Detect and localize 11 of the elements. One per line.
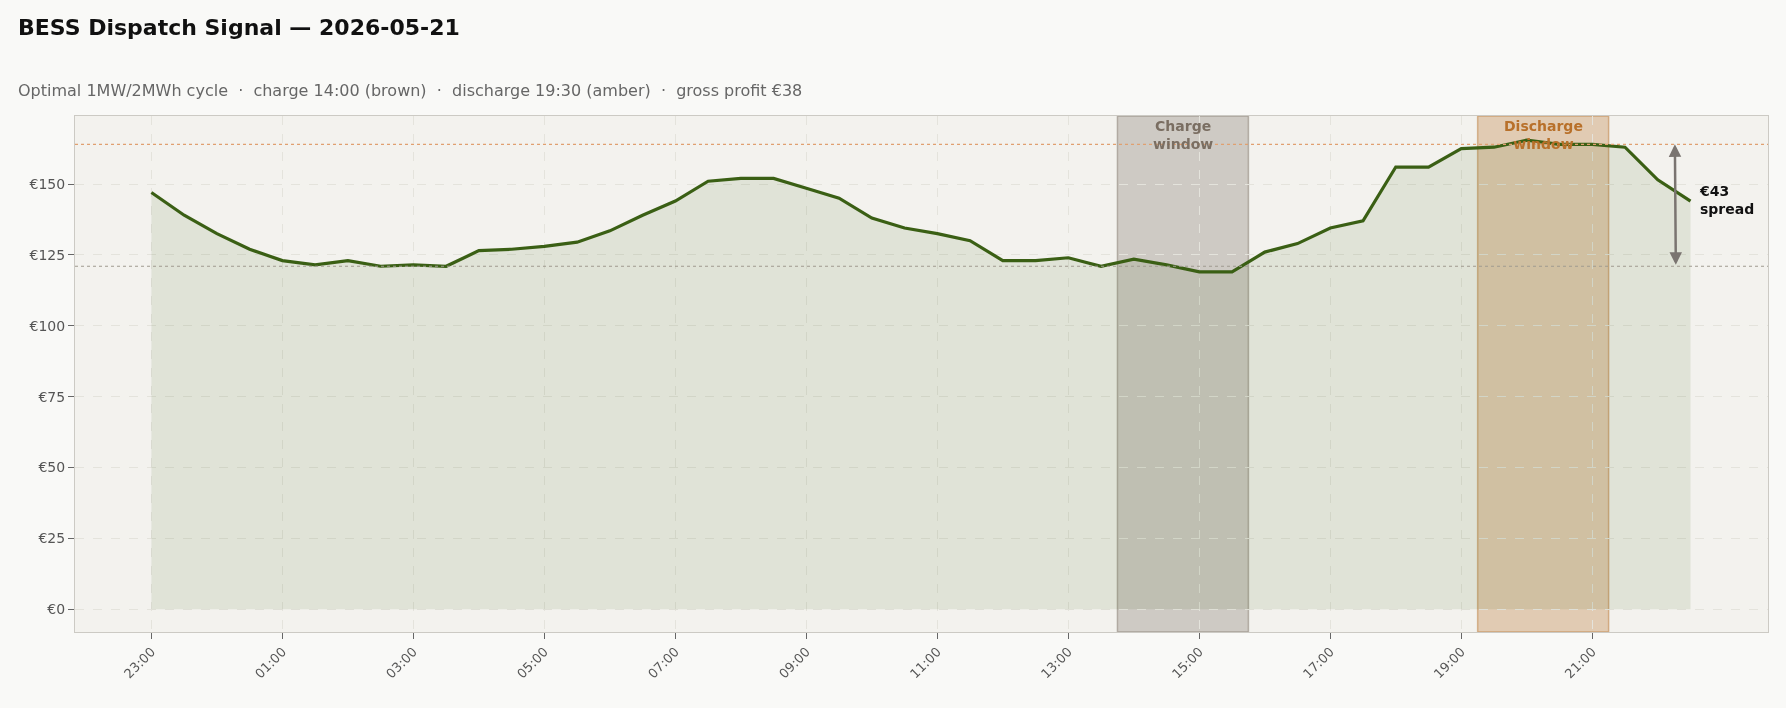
- y-tick-label: €100: [29, 317, 66, 334]
- y-tick-label: €125: [29, 246, 66, 263]
- y-tick-label: €0: [47, 601, 66, 618]
- annotation: €43 spread: [1699, 183, 1755, 218]
- chart-subtitle: Optimal 1MW/2MWh cycle · charge 14:00 (brown) · discharge 19:30 (amber) · gross profit €38: [18, 81, 803, 100]
- y-tick-label: €25: [38, 530, 66, 547]
- y-tick-label: €50: [38, 459, 66, 476]
- y-tick-label: €150: [29, 175, 66, 192]
- chart-title: BESS Dispatch Signal — 2026-05-21: [18, 15, 460, 40]
- y-tick-label: €75: [38, 388, 66, 405]
- band-label: Charge window: [1153, 118, 1214, 153]
